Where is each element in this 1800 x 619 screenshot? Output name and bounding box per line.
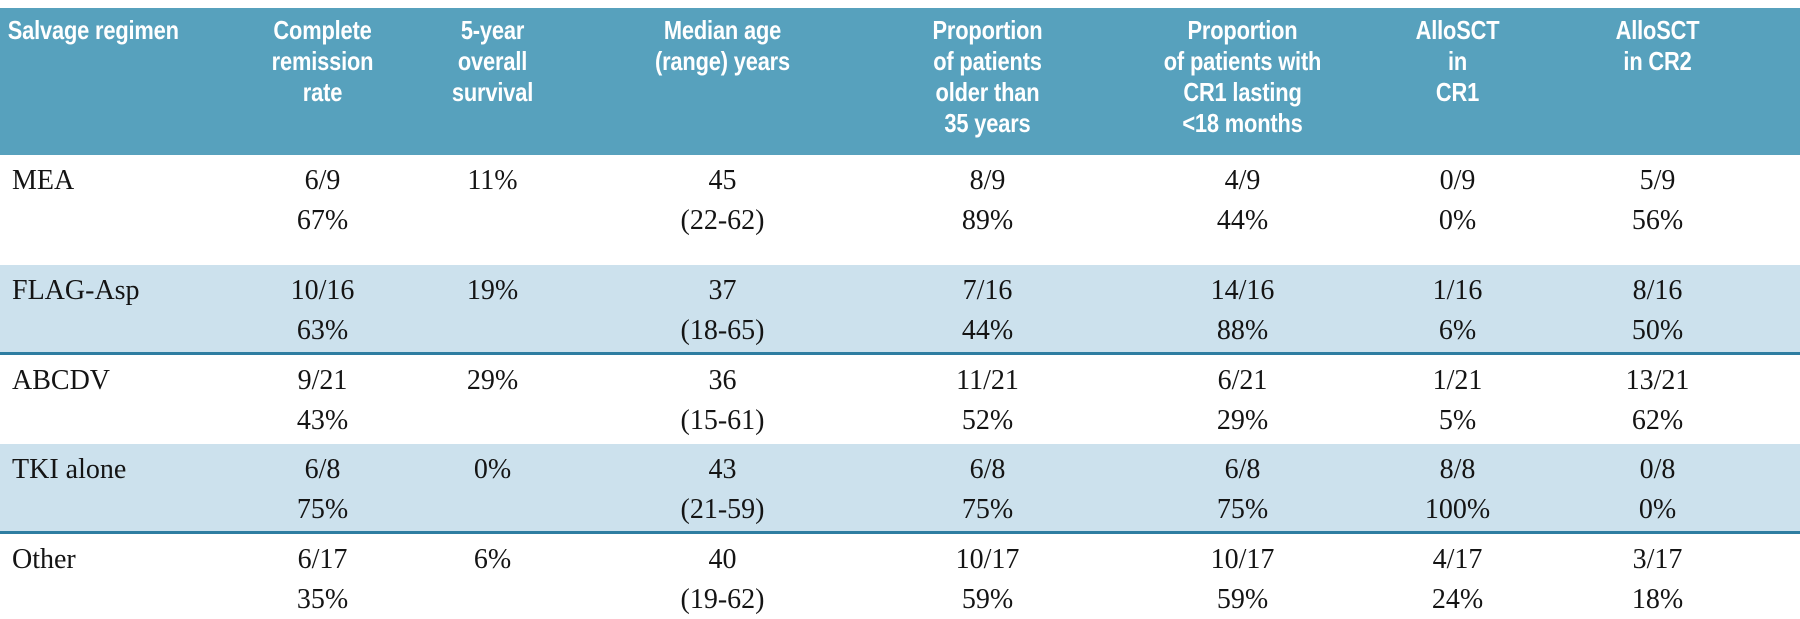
data-cell-os_5yr: 6% — [473, 543, 512, 575]
data-cell-median_age: 43 (21-59) — [680, 453, 765, 525]
column-header-os_5yr: 5-year overall survival — [430, 8, 555, 155]
data-cell-older_35: 6/8 75% — [961, 453, 1014, 525]
data-cell-os_5yr: 19% — [466, 275, 519, 306]
data-cell-allosct_cr1: 4/17 24% — [1431, 543, 1484, 615]
regimen-cell: MEA — [12, 165, 75, 196]
column-header-label: Complete remission rate — [271, 15, 374, 107]
data-cell-older_35: 7/16 44% — [961, 275, 1014, 346]
data-cell-median_age: 36 (15-61) — [680, 365, 765, 436]
column-header-cr_rate: Complete remission rate — [215, 8, 430, 155]
data-cell-allosct_cr2: 0/8 0% — [1638, 453, 1677, 525]
column-header-label: AlloSCT in CR2 — [1615, 15, 1700, 76]
data-cell-os_5yr: 11% — [467, 165, 518, 196]
data-cell-older_35: 11/21 52% — [956, 365, 1019, 436]
regimen-cell: Other — [12, 543, 76, 575]
column-header-allosct_cr2: AlloSCT in CR2 — [1515, 8, 1800, 155]
data-cell-allosct_cr1: 8/8 100% — [1424, 453, 1491, 525]
data-cell-allosct_cr2: 8/16 50% — [1631, 275, 1684, 346]
column-header-allosct_cr1: AlloSCT in CR1 — [1400, 8, 1515, 155]
regimen-cell: FLAG-Asp — [12, 275, 140, 306]
table-row-mea: MEA 6/9 67% 11% 45 (22-62) 8/9 89% 4/9 44% 0/9… — [0, 155, 1800, 265]
data-cell-cr_rate: 6/8 75% — [296, 453, 349, 525]
data-cell-allosct_cr1: 0/9 0% — [1438, 165, 1477, 236]
data-cell-older_35: 8/9 89% — [961, 165, 1014, 236]
regimen-cell: TKI alone — [12, 453, 127, 485]
data-cell-cr_rate: 9/21 43% — [296, 365, 349, 436]
data-cell-cr1_short: 4/9 44% — [1216, 165, 1269, 236]
salvage-regimen-table: Salvage regimen Complete remission rate 5-… — [0, 8, 1800, 619]
table-body: MEA 6/9 67% 11% 45 (22-62) 8/9 89% 4/9 44% 0/9… — [0, 155, 1800, 619]
data-cell-cr1_short: 6/21 29% — [1216, 365, 1269, 436]
data-cell-allosct_cr2: 13/21 62% — [1625, 365, 1690, 436]
table-row-flag-asp: FLAG-Asp 10/16 63% 19% 37 (18-65) 7/16 44% 14… — [0, 265, 1800, 354]
data-cell-median_age: 40 (19-62) — [680, 543, 765, 615]
regimen-cell: ABCDV — [12, 365, 111, 396]
data-cell-cr1_short: 6/8 75% — [1216, 453, 1269, 525]
data-cell-allosct_cr2: 3/17 18% — [1631, 543, 1684, 615]
column-header-cr1_short: Proportion of patients with CR1 lasting … — [1085, 8, 1400, 155]
data-cell-os_5yr: 0% — [473, 453, 512, 485]
data-cell-older_35: 10/17 59% — [955, 543, 1020, 615]
column-header-label: AlloSCT in CR1 — [1415, 15, 1500, 107]
column-header-regimen: Salvage regimen — [0, 8, 215, 155]
data-cell-median_age: 37 (18-65) — [680, 275, 765, 346]
table-row-abcdv: ABCDV 9/21 43% 29% 36 (15-61) 11/21 52% 6/21 … — [0, 354, 1800, 444]
column-header-label: Median age (range) years — [654, 15, 790, 76]
column-header-label: 5-year overall survival — [451, 15, 534, 107]
data-cell-cr1_short: 10/17 59% — [1210, 543, 1275, 615]
column-header-median_age: Median age (range) years — [555, 8, 890, 155]
data-cell-allosct_cr1: 1/21 5% — [1432, 365, 1483, 436]
data-cell-cr_rate: 6/9 67% — [296, 165, 349, 236]
column-header-label: Proportion of patients with CR1 lasting … — [1163, 15, 1322, 138]
table-row-tki-alone: TKI alone 6/8 75% 0% 43 (21-59) 6/8 75% 6/8 7… — [0, 443, 1800, 532]
table-row-other: Other 6/17 35% 6% 40 (19-62) 10/17 59% 10/17 … — [0, 532, 1800, 619]
header-row: Salvage regimen Complete remission rate 5-… — [0, 8, 1800, 155]
data-cell-cr1_short: 14/16 88% — [1210, 275, 1275, 346]
data-cell-os_5yr: 29% — [466, 365, 519, 396]
data-cell-allosct_cr2: 5/9 56% — [1631, 165, 1684, 236]
data-cell-allosct_cr1: 1/16 6% — [1432, 275, 1483, 346]
column-header-label: Proportion of patients older than 35 yea… — [932, 15, 1043, 138]
column-header-older_35: Proportion of patients older than 35 yea… — [890, 8, 1085, 155]
data-cell-cr_rate: 6/17 35% — [296, 543, 349, 615]
data-cell-median_age: 45 (22-62) — [680, 165, 765, 236]
column-header-label: Salvage regimen — [7, 15, 179, 45]
data-cell-cr_rate: 10/16 63% — [290, 275, 355, 346]
